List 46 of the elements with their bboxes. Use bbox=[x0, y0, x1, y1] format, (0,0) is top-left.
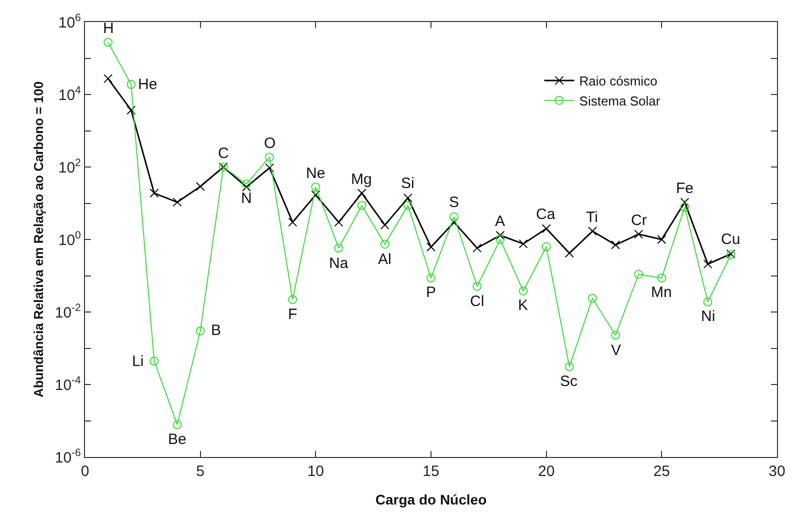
annotation: Si bbox=[401, 175, 414, 192]
annotation: V bbox=[611, 342, 622, 359]
annotation: Fe bbox=[676, 180, 694, 197]
annotation: Ne bbox=[306, 165, 326, 182]
annotation: Sc bbox=[560, 373, 578, 390]
x-tick-label: 20 bbox=[538, 463, 555, 480]
annotation: Li bbox=[132, 353, 144, 370]
annotation: He bbox=[138, 76, 158, 93]
annotation: Mn bbox=[651, 284, 672, 301]
annotation: P bbox=[426, 284, 436, 301]
y-tick-label: 10$^{-4}$ bbox=[54, 374, 82, 394]
annotation: C bbox=[218, 145, 229, 162]
annotation: B bbox=[211, 322, 222, 339]
x-tick-label: 15 bbox=[422, 463, 440, 480]
annotation: Cl bbox=[470, 293, 484, 310]
y-tick-label: 10$^{2}$ bbox=[58, 156, 82, 176]
annotation: Cr bbox=[631, 212, 647, 229]
x-tick-label: 30 bbox=[768, 463, 786, 480]
annotation: Ni bbox=[701, 308, 716, 325]
x-tick-label: 25 bbox=[653, 463, 670, 480]
y-tick-label: 10$^{-2}$ bbox=[54, 302, 82, 322]
annotation: H bbox=[103, 20, 114, 37]
annotation: A bbox=[495, 213, 506, 230]
y-tick-label: 10$^{6}$ bbox=[58, 12, 82, 32]
x-tick-label: 0 bbox=[80, 463, 90, 480]
y-tick-label: 10$^{4}$ bbox=[58, 84, 82, 104]
annotation: Na bbox=[329, 255, 349, 272]
legend-label: Sistema Solar bbox=[579, 93, 661, 108]
y-tick-label: 10$^{0}$ bbox=[58, 229, 82, 249]
annotation: Ca bbox=[536, 206, 556, 223]
annotation: Ti bbox=[586, 209, 598, 226]
y-tick-label: 10$^{-6}$ bbox=[54, 446, 82, 466]
annotation: F bbox=[288, 306, 298, 323]
annotation: Cu bbox=[721, 231, 740, 248]
x-tick-label: 10 bbox=[307, 463, 324, 480]
annotation: O bbox=[264, 135, 276, 152]
y-axis-title: Abundância Relativa em Relação ao Carbono = 100 bbox=[30, 81, 46, 398]
annotation: Al bbox=[378, 251, 392, 268]
annotation: Mg bbox=[351, 171, 372, 188]
annotation: N bbox=[241, 190, 252, 207]
annotation: S bbox=[449, 194, 460, 211]
annotation: K bbox=[518, 297, 528, 314]
annotation: Be bbox=[168, 431, 186, 448]
legend-label: Raio cósmico bbox=[579, 74, 658, 89]
x-tick-label: 5 bbox=[196, 463, 204, 480]
x-axis-title: Carga do Núcleo bbox=[375, 491, 487, 508]
